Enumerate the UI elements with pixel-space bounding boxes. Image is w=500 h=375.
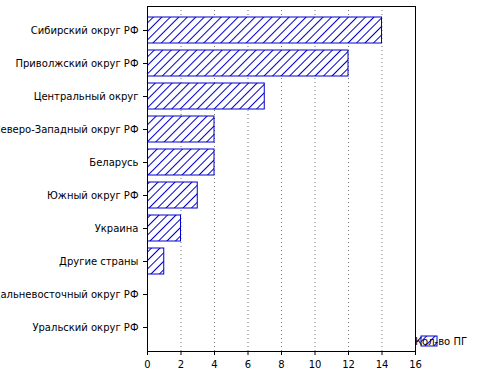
svg-text:Южный округ РФ: Южный округ РФ	[47, 190, 139, 201]
svg-text:Сибирский округ РФ: Сибирский округ РФ	[31, 25, 139, 36]
svg-text:Уральский округ РФ: Уральский округ РФ	[32, 322, 138, 333]
svg-text:0: 0	[144, 359, 150, 370]
svg-text:12: 12	[342, 359, 355, 370]
svg-text:16: 16	[409, 359, 422, 370]
svg-text:Центральный округ: Центральный округ	[34, 91, 139, 102]
svg-text:Беларусь: Беларусь	[89, 157, 138, 168]
svg-text:Украина: Украина	[95, 223, 139, 234]
svg-text:Дальневосточный округ РФ: Дальневосточный округ РФ	[0, 289, 139, 300]
svg-text:14: 14	[376, 359, 389, 370]
svg-text:Северо-Западный округ РФ: Северо-Западный округ РФ	[0, 124, 139, 135]
svg-text:Другие страны: Другие страны	[59, 256, 138, 267]
svg-text:Приволжский округ РФ: Приволжский округ РФ	[16, 58, 139, 69]
svg-text:Кол-во ПГ: Кол-во ПГ	[415, 336, 467, 347]
svg-text:8: 8	[278, 359, 284, 370]
svg-text:10: 10	[309, 359, 322, 370]
svg-text:6: 6	[245, 359, 251, 370]
svg-text:4: 4	[211, 359, 217, 370]
svg-text:2: 2	[178, 359, 184, 370]
